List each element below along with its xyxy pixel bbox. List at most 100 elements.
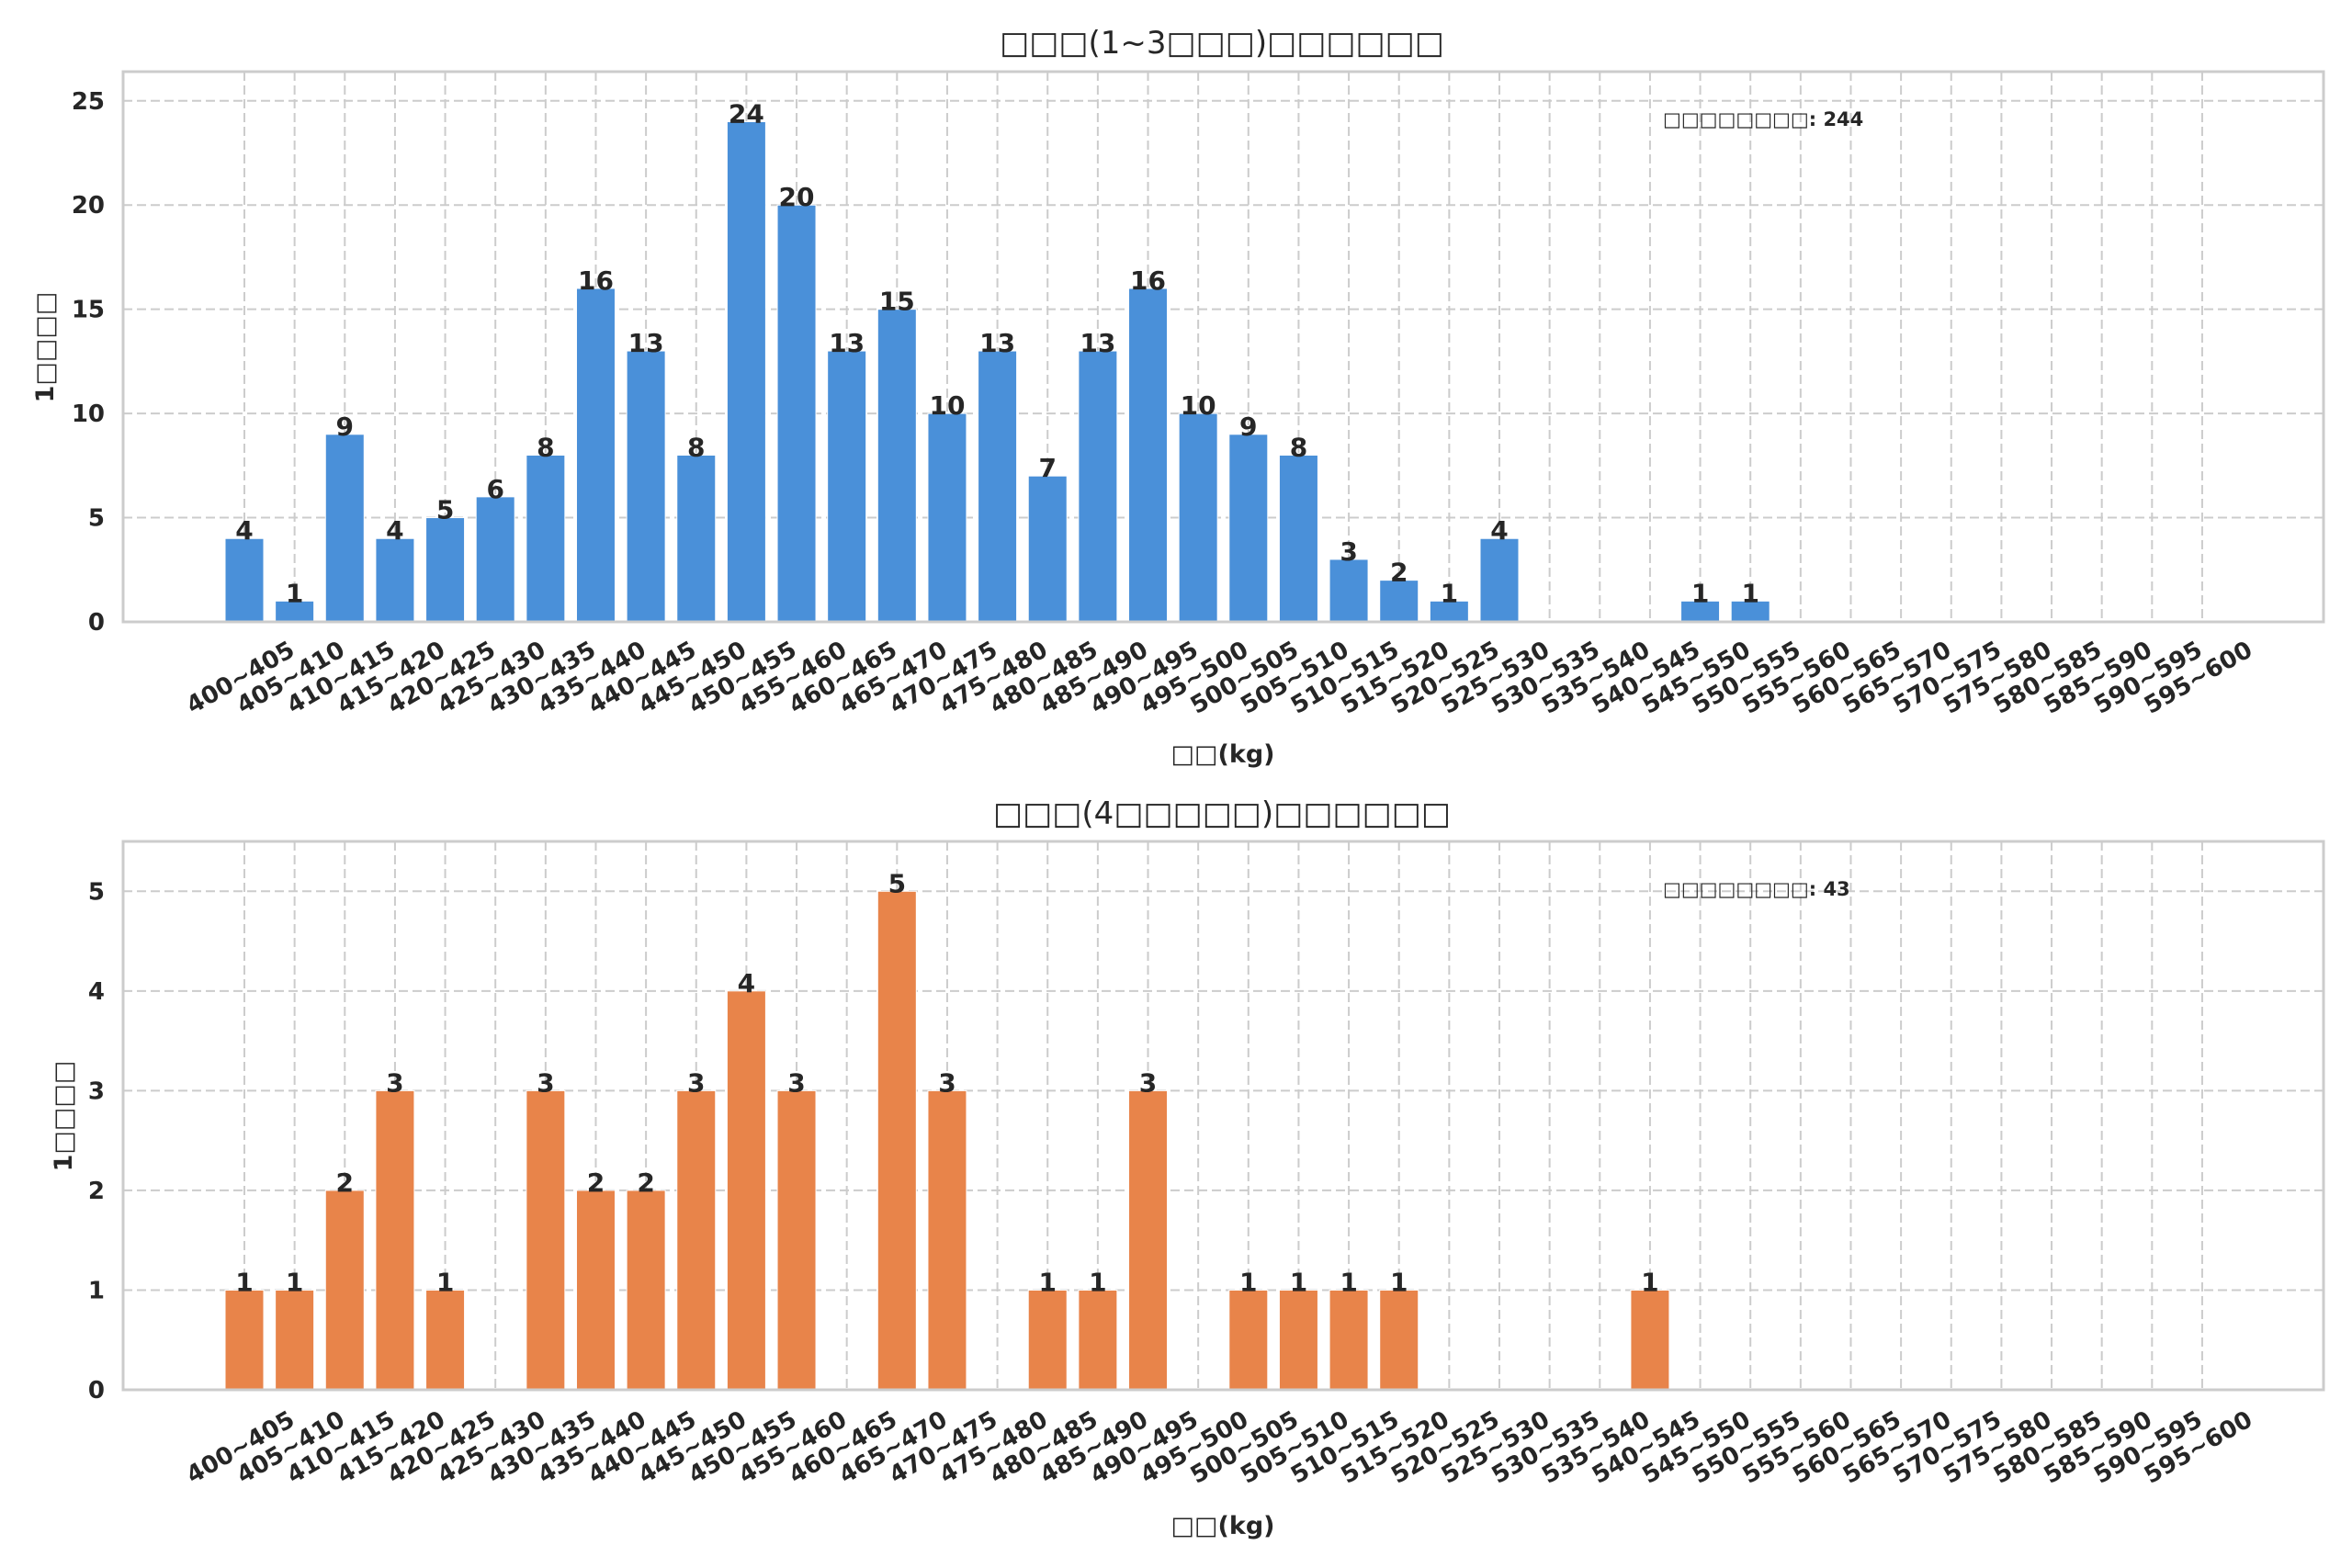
- bar-value-label: 15: [879, 287, 915, 317]
- bar-value-label: 4: [386, 515, 403, 546]
- bar: [1128, 1089, 1169, 1391]
- x-axis-label: □□(kg): [1171, 1512, 1275, 1540]
- bar: [275, 1289, 315, 1391]
- y-tick-label: 2: [88, 1178, 105, 1205]
- bar: [425, 1289, 466, 1391]
- bar: [1078, 350, 1118, 623]
- axes-frame: [121, 840, 2325, 1392]
- y-tick-label: 3: [88, 1077, 105, 1105]
- bar: [575, 1190, 616, 1391]
- y-axis-label: 1□□□□: [50, 1061, 78, 1172]
- bar-value-label: 3: [1139, 1067, 1157, 1098]
- bar-value-label: 2: [1390, 558, 1408, 588]
- bar: [324, 434, 365, 623]
- bar-value-label: 1: [1641, 1267, 1658, 1297]
- bar-value-label: 3: [386, 1067, 403, 1098]
- bar-value-label: 2: [336, 1168, 354, 1198]
- top-chart: □□□(1~3□□□)□□□□□□ 1□□□□ □□(kg) □□□□□□□□:…: [31, 25, 2325, 769]
- bar-value-label: 1: [1340, 1267, 1357, 1297]
- bar-value-label: 1: [235, 1267, 253, 1297]
- bar-value-label: 1: [286, 578, 303, 608]
- bar: [1027, 1289, 1068, 1391]
- bar-value-label: 24: [729, 98, 764, 129]
- chart-title: □□□(1~3□□□)□□□□□□: [1000, 25, 1444, 62]
- bar-value-label: 10: [1181, 390, 1216, 421]
- bar: [324, 1190, 365, 1391]
- bar-value-label: 13: [979, 328, 1015, 358]
- bar-value-label: 16: [1130, 265, 1166, 296]
- chart-title: □□□(4□□□□□)□□□□□□: [993, 795, 1451, 832]
- bar: [927, 412, 967, 623]
- bar-value-label: 1: [286, 1267, 303, 1297]
- bar: [776, 204, 817, 623]
- bar-value-label: 7: [1038, 453, 1056, 483]
- bar-value-label: 3: [537, 1067, 554, 1098]
- bar-value-label: 1: [1038, 1267, 1056, 1297]
- bar-value-label: 5: [888, 868, 906, 898]
- total-count-annotation: □□□□□□□□: 244: [1663, 108, 1863, 130]
- bar-value-label: 1: [1691, 578, 1709, 608]
- bars: [224, 120, 1770, 623]
- bar-value-label: 1: [1390, 1267, 1408, 1297]
- bar-value-label: 4: [1490, 515, 1508, 546]
- bar-value-label: 2: [637, 1168, 654, 1198]
- bar: [375, 537, 415, 623]
- bar-value-label: 20: [779, 182, 815, 212]
- bar: [1178, 412, 1218, 623]
- bar: [827, 350, 867, 623]
- bar-value-label: 1: [1290, 1267, 1307, 1297]
- bar-value-label: 3: [687, 1067, 705, 1098]
- bar: [1078, 1289, 1118, 1391]
- bar-value-label: 6: [486, 474, 503, 504]
- bar: [375, 1089, 415, 1391]
- bar-value-label: 3: [1340, 536, 1357, 567]
- bar-value-label: 8: [687, 432, 705, 462]
- bar: [726, 120, 766, 623]
- bar: [425, 517, 466, 623]
- bar-value-label: 1: [1239, 1267, 1257, 1297]
- bar: [1128, 288, 1169, 623]
- bar-value-label: 2: [587, 1168, 605, 1198]
- bar: [1329, 558, 1369, 623]
- bars: [224, 890, 1670, 1391]
- bar: [475, 496, 515, 623]
- bar: [726, 990, 766, 1391]
- bar: [526, 454, 566, 623]
- bar-value-label: 9: [1239, 412, 1257, 442]
- bar: [1278, 454, 1318, 623]
- bar: [927, 1089, 967, 1391]
- bar: [1630, 1289, 1670, 1391]
- y-tick-label: 0: [88, 1377, 105, 1404]
- bottom-chart: □□□(4□□□□□)□□□□□□ 1□□□□ □□(kg) □□□□□□□□:…: [50, 795, 2325, 1540]
- bar-value-label: 1: [1089, 1267, 1106, 1297]
- bar: [1228, 1289, 1269, 1391]
- bar-value-label: 1: [1441, 578, 1458, 608]
- bar-value-label: 9: [336, 412, 354, 442]
- bar-value-label: 5: [436, 495, 454, 525]
- bar: [224, 1289, 265, 1391]
- bar-value-label: 1: [436, 1267, 454, 1297]
- y-tick-label: 15: [72, 297, 105, 324]
- bar-value-label: 1: [1741, 578, 1758, 608]
- bar: [676, 454, 717, 623]
- bar-value-label: 8: [1290, 432, 1307, 462]
- bar-value-label: 16: [578, 265, 614, 296]
- bar: [1329, 1289, 1369, 1391]
- bar: [224, 537, 265, 623]
- y-tick-label: 25: [72, 88, 105, 116]
- bar-value-label: 3: [787, 1067, 805, 1098]
- bar-value-label: 13: [829, 328, 865, 358]
- x-axis-label: □□(kg): [1171, 740, 1275, 769]
- axes-frame: [121, 70, 2325, 624]
- bar-value-label: 13: [1080, 328, 1115, 358]
- bar-value-label: 8: [537, 432, 554, 462]
- bar: [1027, 475, 1068, 623]
- bar: [676, 1089, 717, 1391]
- bar: [526, 1089, 566, 1391]
- y-tick-label: 10: [72, 400, 105, 428]
- y-axis-label: 1□□□□: [31, 292, 60, 403]
- bar: [1379, 1289, 1419, 1391]
- bar: [1278, 1289, 1318, 1391]
- bar: [876, 309, 917, 623]
